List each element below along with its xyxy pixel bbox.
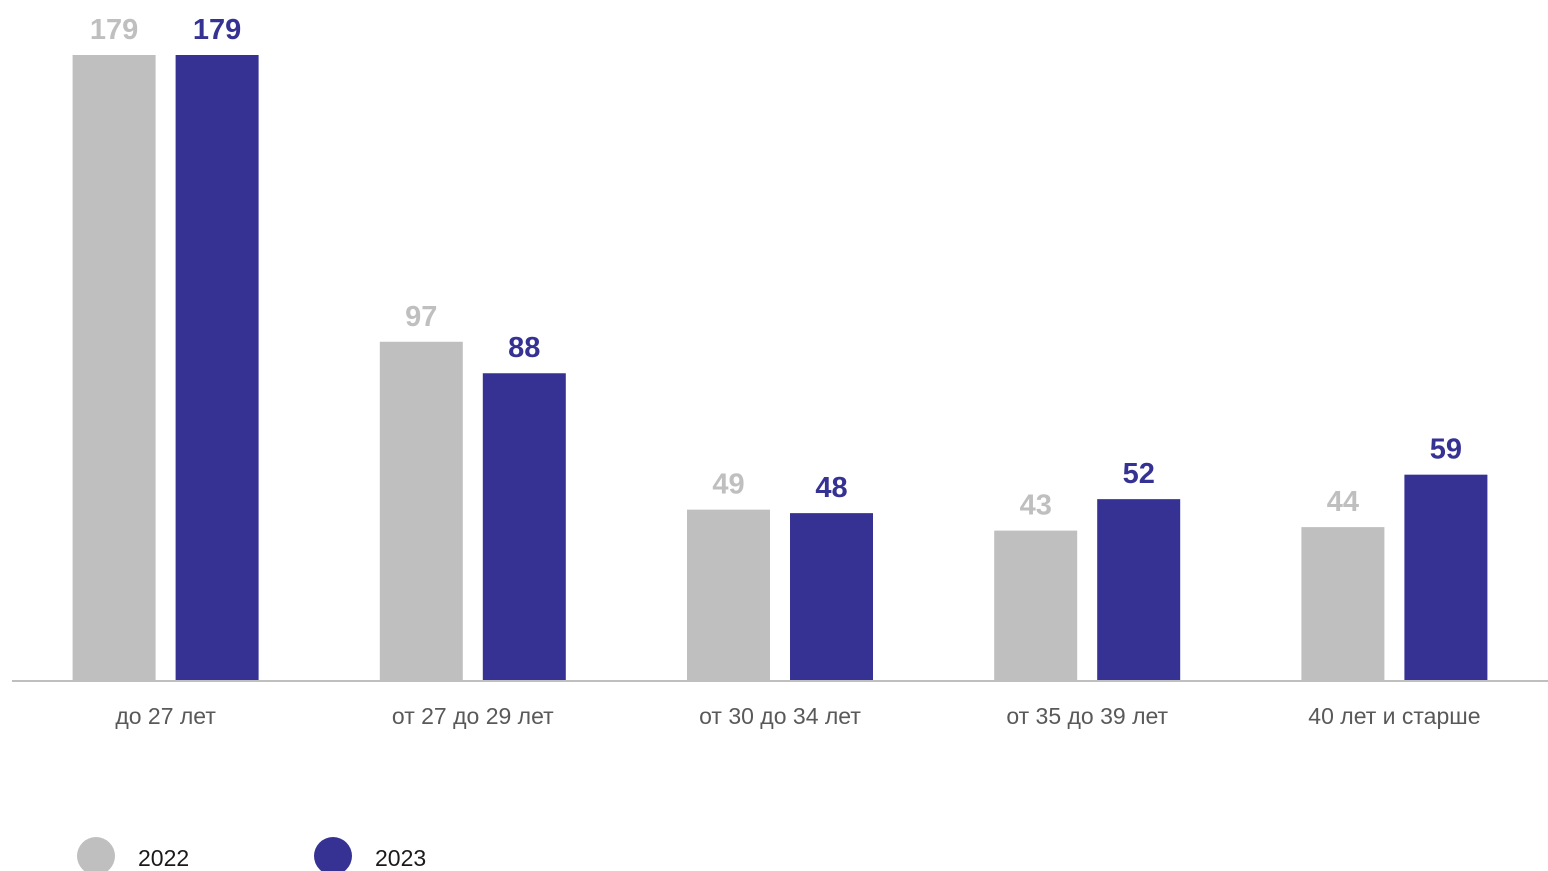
- bar-2022-5: [1301, 527, 1385, 681]
- value-label-2022-1: 179: [90, 14, 138, 46]
- value-label-2022-5: 44: [1327, 486, 1359, 518]
- bar-2022-3: [687, 509, 770, 681]
- x-tick-label-4: от 35 до 39 лет: [1006, 703, 1168, 729]
- value-label-2023-5: 59: [1430, 434, 1462, 466]
- value-label-2023-1: 179: [193, 14, 241, 46]
- x-tick-label-5: 40 лет и старше: [1308, 703, 1480, 729]
- bar-2023-5: [1404, 474, 1488, 681]
- x-tick-label-2: от 27 до 29 лет: [392, 703, 554, 729]
- x-axis-ticks: до 27 лет от 27 до 29 лет от 30 до 34 лет о…: [115, 703, 1480, 729]
- value-label-2022-2: 97: [405, 301, 437, 333]
- legend-label-2023: 2023: [375, 845, 426, 871]
- value-label-2023-3: 48: [815, 472, 847, 504]
- bar-2023-2: [482, 373, 566, 681]
- value-label-2023-4: 52: [1123, 458, 1155, 490]
- value-label-2022-3: 49: [712, 469, 744, 501]
- x-tick-label-3: от 30 до 34 лет: [699, 703, 861, 729]
- value-labels-layer: 179 179 97 88 49 48 43 52 44 59: [90, 14, 1462, 522]
- bar-2023-4: [1097, 499, 1181, 681]
- legend-label-2022: 2022: [138, 845, 189, 871]
- bars-layer: [72, 55, 1488, 681]
- value-label-2023-2: 88: [508, 332, 540, 364]
- bar-2023-1: [175, 55, 259, 681]
- value-label-2022-4: 43: [1020, 490, 1052, 522]
- legend-marker-2022: [77, 837, 115, 871]
- legend: 2022 2023: [77, 837, 426, 871]
- x-tick-label-1: до 27 лет: [115, 703, 216, 729]
- legend-marker-2023: [314, 837, 352, 871]
- bar-2022-1: [72, 55, 156, 681]
- bar-2022-4: [994, 530, 1078, 681]
- bar-2022-2: [379, 341, 463, 681]
- bar-2023-3: [790, 513, 873, 681]
